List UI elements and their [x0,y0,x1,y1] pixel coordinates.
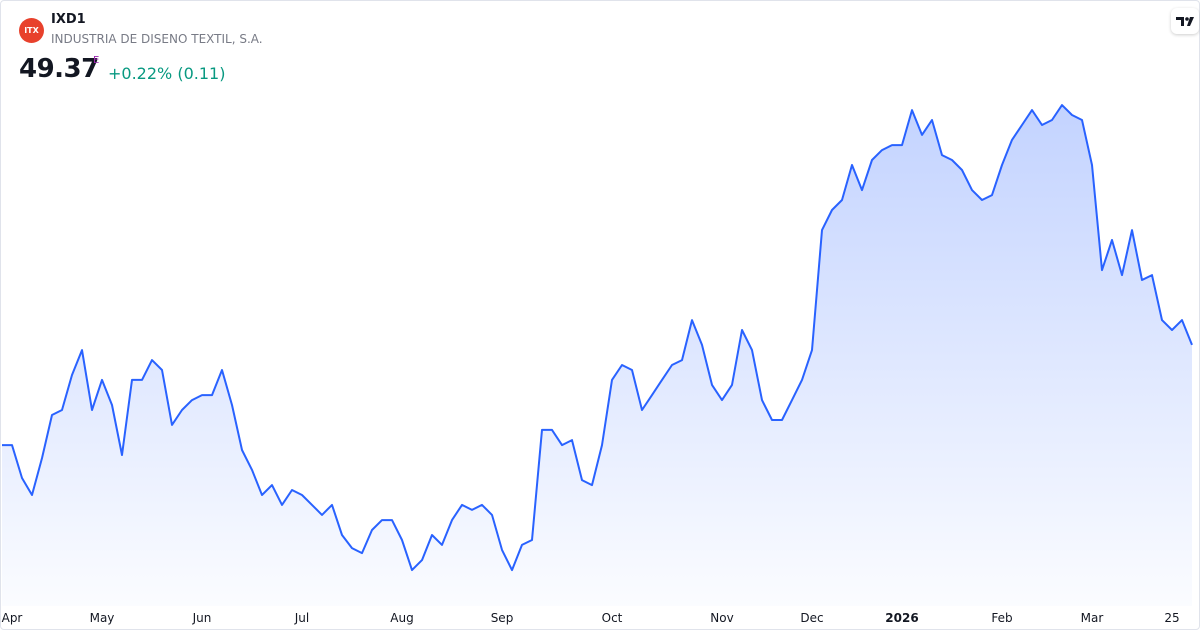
x-tick-label: Jun [192,611,212,625]
tradingview-icon [1176,17,1194,26]
x-tick-label: Oct [602,611,623,625]
tradingview-logo[interactable] [1171,8,1199,34]
area-fill [2,105,1192,606]
x-tick-label: Apr [2,611,23,625]
x-tick-label: Dec [800,611,823,625]
x-tick-label: 2026 [885,611,918,625]
x-tick-label: 25 [1164,611,1179,625]
x-tick-label: Sep [491,611,514,625]
x-tick-label: May [90,611,115,625]
price-line [2,104,1193,572]
price-change: +0.22% (0.11) [108,64,226,83]
price-flag: E [93,55,100,66]
company-logo: ITX [19,18,44,43]
x-tick-label: Feb [991,611,1012,625]
x-tick-label: Nov [710,611,733,625]
x-tick-label: Aug [390,611,413,625]
price: 49.37 [19,54,99,84]
company-name: INDUSTRIA DE DISENO TEXTIL, S.A. [51,32,263,46]
symbol: IXD1 [51,12,86,27]
x-tick-label: Jul [294,611,309,625]
x-tick-label: Mar [1081,611,1104,625]
